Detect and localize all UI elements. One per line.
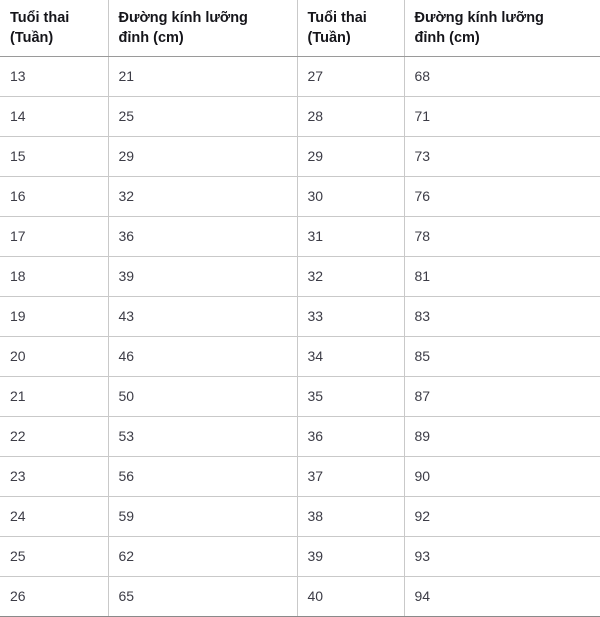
cell-week-left: 18 [0, 256, 109, 297]
cell-bpd-right: 92 [404, 496, 600, 537]
cell-bpd-right: 71 [404, 96, 600, 137]
cell-week-left: 23 [0, 456, 109, 497]
table-row: 17 36 31 78 [0, 216, 600, 257]
cell-week-right: 36 [297, 416, 405, 457]
cell-week-right: 33 [297, 296, 405, 337]
cell-week-right: 35 [297, 376, 405, 417]
cell-week-right: 28 [297, 96, 405, 137]
column-header-week-left-line1: Tuổi thai [10, 10, 70, 26]
cell-week-left: 21 [0, 376, 109, 417]
column-header-week-left-line2: (Tuần) [10, 30, 54, 46]
table-header: Tuổi thai (Tuần) Đường kính lưỡng đỉnh (… [0, 0, 600, 57]
cell-bpd-right: 93 [404, 536, 600, 577]
cell-bpd-left: 36 [108, 216, 298, 257]
table-row: 22 53 36 89 [0, 416, 600, 457]
cell-bpd-left: 50 [108, 376, 298, 417]
cell-week-left: 19 [0, 296, 109, 337]
cell-week-left: 20 [0, 336, 109, 377]
table-row: 19 43 33 83 [0, 296, 600, 337]
cell-week-right: 29 [297, 136, 405, 177]
cell-bpd-right: 76 [404, 176, 600, 217]
cell-week-right: 40 [297, 576, 405, 617]
cell-week-right: 27 [297, 56, 405, 97]
cell-bpd-left: 21 [108, 56, 298, 97]
cell-bpd-left: 46 [108, 336, 298, 377]
cell-bpd-left: 62 [108, 536, 298, 577]
cell-bpd-right: 94 [404, 576, 600, 617]
table-row: 13 21 27 68 [0, 56, 600, 97]
table-body: 13 21 27 68 14 25 28 71 15 29 29 73 16 3… [0, 56, 600, 617]
column-header-week-left: Tuổi thai (Tuần) [0, 0, 109, 57]
cell-week-left: 13 [0, 56, 109, 97]
column-header-bpd-right-line1: Đường kính lưỡng [414, 10, 544, 26]
table-row: 15 29 29 73 [0, 136, 600, 177]
table-row: 23 56 37 90 [0, 456, 600, 497]
cell-bpd-left: 39 [108, 256, 298, 297]
cell-bpd-left: 43 [108, 296, 298, 337]
cell-week-left: 16 [0, 176, 109, 217]
cell-week-right: 31 [297, 216, 405, 257]
cell-bpd-left: 65 [108, 576, 298, 617]
cell-week-right: 34 [297, 336, 405, 377]
column-header-bpd-left-line2: đỉnh (cm) [118, 30, 184, 46]
cell-bpd-right: 89 [404, 416, 600, 457]
cell-bpd-left: 25 [108, 96, 298, 137]
table-row: 18 39 32 81 [0, 256, 600, 297]
cell-week-right: 39 [297, 536, 405, 577]
column-header-bpd-right: Đường kính lưỡng đỉnh (cm) [404, 0, 600, 57]
column-header-week-right: Tuổi thai (Tuần) [297, 0, 405, 57]
cell-week-left: 25 [0, 536, 109, 577]
cell-bpd-left: 56 [108, 456, 298, 497]
table-row: 24 59 38 92 [0, 496, 600, 537]
column-header-week-right-line1: Tuổi thai [307, 10, 367, 26]
cell-bpd-right: 85 [404, 336, 600, 377]
cell-bpd-right: 90 [404, 456, 600, 497]
header-row: Tuổi thai (Tuần) Đường kính lưỡng đỉnh (… [0, 0, 600, 57]
cell-week-right: 30 [297, 176, 405, 217]
cell-bpd-left: 29 [108, 136, 298, 177]
cell-week-right: 38 [297, 496, 405, 537]
cell-week-left: 26 [0, 576, 109, 617]
cell-bpd-right: 78 [404, 216, 600, 257]
column-header-week-right-line2: (Tuần) [307, 30, 351, 46]
table-row: 26 65 40 94 [0, 576, 600, 617]
cell-week-left: 15 [0, 136, 109, 177]
cell-bpd-left: 32 [108, 176, 298, 217]
table-row: 16 32 30 76 [0, 176, 600, 217]
cell-week-left: 22 [0, 416, 109, 457]
column-header-bpd-right-line2: đỉnh (cm) [414, 30, 480, 46]
column-header-bpd-left: Đường kính lưỡng đỉnh (cm) [108, 0, 298, 57]
cell-bpd-left: 59 [108, 496, 298, 537]
cell-bpd-left: 53 [108, 416, 298, 457]
table-row: 25 62 39 93 [0, 536, 600, 577]
cell-bpd-right: 81 [404, 256, 600, 297]
cell-week-right: 37 [297, 456, 405, 497]
cell-week-left: 24 [0, 496, 109, 537]
cell-bpd-right: 73 [404, 136, 600, 177]
cell-bpd-right: 87 [404, 376, 600, 417]
column-header-bpd-left-line1: Đường kính lưỡng [118, 10, 248, 26]
table-row: 21 50 35 87 [0, 376, 600, 417]
cell-week-right: 32 [297, 256, 405, 297]
cell-week-left: 14 [0, 96, 109, 137]
cell-week-left: 17 [0, 216, 109, 257]
table-row: 20 46 34 85 [0, 336, 600, 377]
cell-bpd-right: 68 [404, 56, 600, 97]
cell-bpd-right: 83 [404, 296, 600, 337]
table-row: 14 25 28 71 [0, 96, 600, 137]
